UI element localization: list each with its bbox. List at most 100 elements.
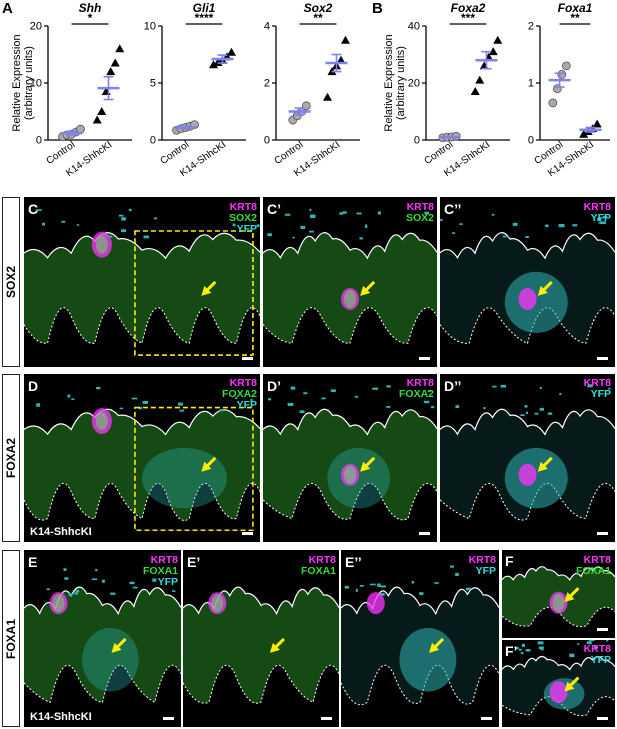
data-point-k14 xyxy=(97,107,107,115)
yfp-speckle xyxy=(377,211,381,215)
yfp-speckle xyxy=(132,586,138,589)
data-point-k14 xyxy=(470,87,480,96)
data-point-k14 xyxy=(92,115,102,124)
yellow-arrowhead xyxy=(269,642,280,653)
dermis-region xyxy=(502,696,615,727)
scale-bar xyxy=(242,532,253,535)
yfp-speckle xyxy=(344,585,349,589)
dermis-region xyxy=(502,607,615,638)
data-point-k14 xyxy=(592,119,602,128)
yfp-speckle xyxy=(118,214,124,217)
panel-label-c-prime: C’ xyxy=(267,201,281,217)
yfp-speckle xyxy=(380,585,386,588)
micrograph-image xyxy=(440,213,615,367)
marker-overlap xyxy=(552,593,565,612)
category-label: Control xyxy=(423,139,456,167)
scale-bar xyxy=(321,717,332,720)
yfp-speckle xyxy=(142,400,149,404)
category-label: Control xyxy=(159,139,192,167)
yellow-arrowhead xyxy=(537,461,548,472)
yellow-arrowhead xyxy=(360,461,371,472)
yfp-speckle xyxy=(492,385,497,388)
dermis-region xyxy=(440,483,615,542)
krt8-cluster xyxy=(549,681,568,704)
yfp-speckle xyxy=(540,648,544,651)
krt8-cluster xyxy=(366,592,385,615)
genotype-label-d: K14-ShhcKI xyxy=(30,526,92,538)
yfp-speckle xyxy=(76,224,80,226)
yfp-speckle xyxy=(219,409,224,412)
data-point-control xyxy=(561,61,571,71)
yfp-speckle xyxy=(284,213,291,216)
yfp-speckle xyxy=(359,585,364,587)
yfp-speckle xyxy=(547,412,553,415)
channel-foxa1: FOXA1 xyxy=(300,565,336,577)
yfp-speckle xyxy=(538,646,544,650)
chart-title: Sox2 xyxy=(304,1,333,15)
channel-yfp: YFP xyxy=(590,654,611,666)
yfp-speckle xyxy=(594,645,598,649)
krt8-cluster xyxy=(518,463,537,486)
yfp-speckle xyxy=(339,212,344,215)
yellow-arrowhead xyxy=(360,285,371,296)
chart-title: Foxa1 xyxy=(558,1,593,15)
micrograph-image xyxy=(263,208,437,367)
channel-yfp: YFP xyxy=(475,565,496,577)
yfp-speckle xyxy=(502,235,509,238)
micrograph-d-double-prime xyxy=(440,374,615,542)
y-axis-label-a: Relative Expression xyxy=(11,34,23,131)
chart-title: Shh xyxy=(79,1,102,15)
yfp-speckle xyxy=(68,593,73,597)
channels-f-prime: KRT8 YFP xyxy=(584,644,611,666)
data-point-k14 xyxy=(579,129,589,138)
channel-krt8: KRT8 xyxy=(229,377,257,389)
channels-e-double-prime: KRT8 YFP xyxy=(469,555,496,577)
y-tick-label: 40 xyxy=(408,21,420,33)
channel-foxa2: FOXA2 xyxy=(221,388,257,400)
surface-outline xyxy=(502,566,615,581)
dermis-region xyxy=(341,665,499,727)
y-tick-label: 10 xyxy=(144,21,156,33)
yfp-speckle xyxy=(364,224,368,228)
yfp-speckle xyxy=(539,386,542,389)
yfp-speckle xyxy=(71,398,75,400)
yfp-speckle xyxy=(525,648,531,652)
yfp-speckle xyxy=(525,236,529,238)
yfp-speckle xyxy=(427,390,432,392)
yfp-speckle xyxy=(534,412,539,415)
yfp-speckle xyxy=(67,394,71,398)
y-tick-label: 2 xyxy=(264,78,270,90)
yfp-speckle xyxy=(309,208,312,211)
surface-outline xyxy=(263,408,437,436)
yfp-speckle xyxy=(378,592,385,596)
yfp-speckle xyxy=(589,640,595,642)
micrograph-c-double-prime xyxy=(440,197,615,367)
section-label-foxa2: FOXA2 xyxy=(2,374,20,542)
yfp-speckle xyxy=(179,409,185,412)
surface-outline xyxy=(24,232,260,260)
yfp-speckle xyxy=(330,389,336,392)
yfp-speckle xyxy=(423,400,430,404)
yfp-speckle xyxy=(61,220,66,223)
micrograph-image xyxy=(263,385,437,542)
y-tick-label: 2 xyxy=(528,21,534,33)
section-label-foxa1: FOXA1 xyxy=(2,550,20,727)
yellow-arrowhead xyxy=(111,642,122,653)
y-tick-label: 0 xyxy=(150,135,156,147)
yfp-speckle xyxy=(64,577,69,580)
yfp-speckle xyxy=(558,223,565,228)
y-axis-label-b-units: (arbitrary units) xyxy=(395,46,407,120)
basement-membrane-outline xyxy=(502,696,615,717)
micrograph-e-prime xyxy=(183,550,339,727)
scale-bar xyxy=(597,357,608,360)
y-tick-label: 20 xyxy=(30,21,42,33)
yfp-speckle xyxy=(440,218,443,222)
micrograph-c xyxy=(24,197,260,367)
channel-krt8: KRT8 xyxy=(229,201,257,213)
data-point-k14 xyxy=(213,57,223,66)
basement-membrane-outline xyxy=(183,664,339,704)
channels-f: KRT8 FOXA1 xyxy=(576,555,611,577)
data-point-k14 xyxy=(493,35,503,44)
yfp-speckle xyxy=(152,578,157,582)
yfp-speckle xyxy=(602,216,608,219)
